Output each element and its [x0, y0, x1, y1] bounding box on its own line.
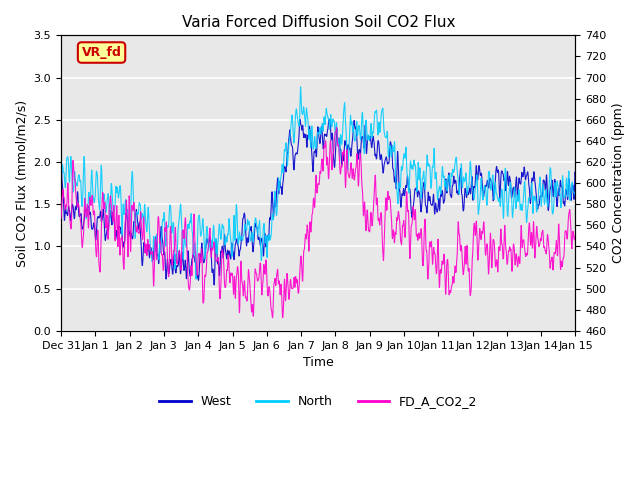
Text: VR_fd: VR_fd [82, 46, 122, 59]
Y-axis label: CO2 Concentration (ppm): CO2 Concentration (ppm) [612, 103, 625, 264]
Legend: West, North, FD_A_CO2_2: West, North, FD_A_CO2_2 [154, 390, 482, 413]
X-axis label: Time: Time [303, 356, 333, 369]
Y-axis label: Soil CO2 Flux (mmol/m2/s): Soil CO2 Flux (mmol/m2/s) [15, 99, 28, 267]
Title: Varia Forced Diffusion Soil CO2 Flux: Varia Forced Diffusion Soil CO2 Flux [182, 15, 455, 30]
